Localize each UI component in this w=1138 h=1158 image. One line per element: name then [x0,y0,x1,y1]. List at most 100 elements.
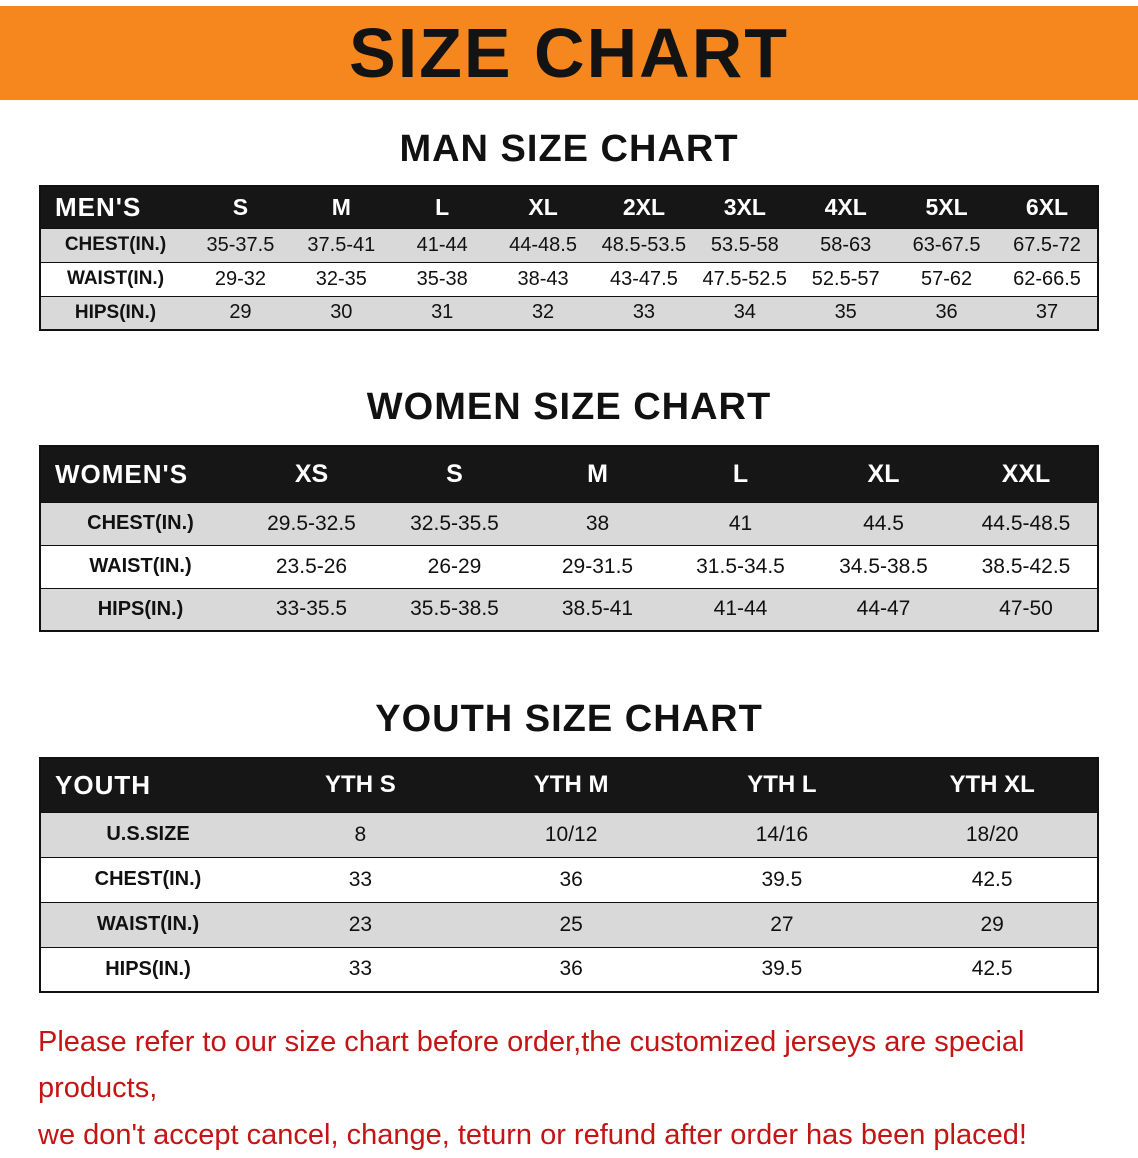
table-row: WAIST(IN.) 29-32 32-35 35-38 38-43 43-47.5 47.… [40,261,1098,297]
row-label: HIPS(IN.) [40,587,240,632]
table-cell: 44-48.5 [492,227,594,263]
table-cell: 23 [255,901,466,948]
table-cell: 35.5-38.5 [383,587,526,632]
column-header: YTH S [255,757,466,813]
youth-section-heading: YOUTH SIZE CHART [375,698,763,740]
table-cell: 27 [676,901,888,948]
column-header: YTH XL [887,757,1098,813]
table-cell: 33-35.5 [240,587,383,632]
table-cell: 44-47 [812,587,955,632]
table-cell: 39.5 [676,856,888,903]
table-cell: 31 [391,295,493,331]
column-header: S [383,445,526,503]
table-cell: 29-31.5 [526,544,669,589]
table-cell: 32-35 [290,261,392,297]
table-row: U.S.SIZE 8 10/12 14/16 18/20 [40,811,1098,858]
table-cell: 67.5-72 [997,227,1098,263]
table-cell: 58-63 [795,227,897,263]
table-cell: 23.5-26 [240,544,383,589]
column-header: L [391,185,493,229]
column-header: 5XL [896,185,997,229]
column-header: L [669,445,812,503]
column-header: M [526,445,669,503]
column-header: 6XL [997,185,1098,229]
table-cell: 29 [190,295,291,331]
banner-title: SIZE CHART [349,14,789,92]
table-row: CHEST(IN.) 33 36 39.5 42.5 [40,856,1098,903]
table-cell: 52.5-57 [795,261,897,297]
table-cell: 33 [255,946,466,993]
table-cell: 8 [255,811,466,858]
table-cell: 25 [465,901,677,948]
table-cell: 10/12 [465,811,677,858]
table-row: WAIST(IN.) 23 25 27 29 [40,901,1098,948]
column-header: XL [492,185,594,229]
table-cell: 42.5 [887,946,1098,993]
table-cell: 35 [795,295,897,331]
table-cell: 41-44 [391,227,493,263]
table-cell: 35-38 [391,261,493,297]
table-cell: 29.5-32.5 [240,501,383,546]
table-cell: 44.5 [812,501,955,546]
row-label: WAIST(IN.) [40,901,255,948]
table-cell: 42.5 [887,856,1098,903]
column-header: YTH L [676,757,888,813]
table-cell: 47-50 [955,587,1098,632]
table-cell: 14/16 [676,811,888,858]
table-cell: 38.5-41 [526,587,669,632]
youth-size-table: YOUTH YTH S YTH M YTH L YTH XL U.S.SIZE 8 10/12… [39,757,1099,993]
table-header-row: YOUTH YTH S YTH M YTH L YTH XL [40,757,1098,813]
table-title-cell: YOUTH [40,757,255,813]
women-size-section: WOMEN SIZE CHART WOMEN'S XS S M L XL XXL CHEST(… [0,386,1138,632]
table-cell: 35-37.5 [190,227,291,263]
table-cell: 33 [255,856,466,903]
table-cell: 31.5-34.5 [669,544,812,589]
table-cell: 44.5-48.5 [955,501,1098,546]
table-cell: 57-62 [896,261,997,297]
table-cell: 37 [997,295,1098,331]
table-cell: 33 [593,295,695,331]
table-cell: 48.5-53.5 [593,227,695,263]
table-cell: 26-29 [383,544,526,589]
table-cell: 34.5-38.5 [812,544,955,589]
table-row: CHEST(IN.) 29.5-32.5 32.5-35.5 38 41 44.5 44.5… [40,501,1098,546]
column-header: 2XL [593,185,695,229]
notice-line-2: we don't accept cancel, change, teturn o… [38,1118,1027,1151]
table-title-cell: MEN'S [40,185,190,229]
table-cell: 47.5-52.5 [694,261,796,297]
column-header: YTH M [465,757,677,813]
men-size-section: MAN SIZE CHART MEN'S S M L XL 2XL 3XL 4XL 5XL 6XL… [0,128,1138,331]
men-size-table: MEN'S S M L XL 2XL 3XL 4XL 5XL 6XL CHEST(IN.) 35-37… [39,185,1099,331]
table-cell: 53.5-58 [694,227,796,263]
table-header-row: MEN'S S M L XL 2XL 3XL 4XL 5XL 6XL [40,185,1098,229]
table-cell: 37.5-41 [290,227,392,263]
table-row: HIPS(IN.) 33 36 39.5 42.5 [40,946,1098,993]
women-section-heading: WOMEN SIZE CHART [366,386,772,428]
column-header: XL [812,445,955,503]
table-cell: 62-66.5 [997,261,1098,297]
table-title-cell: WOMEN'S [40,445,240,503]
table-cell: 36 [896,295,997,331]
banner: SIZE CHART [0,6,1138,100]
column-header: M [290,185,392,229]
table-cell: 29-32 [190,261,291,297]
row-label: HIPS(IN.) [40,295,190,331]
men-section-heading: MAN SIZE CHART [399,128,739,170]
table-cell: 36 [465,946,677,993]
row-label: CHEST(IN.) [40,856,255,903]
row-label: WAIST(IN.) [40,544,240,589]
column-header: 4XL [795,185,897,229]
table-cell: 36 [465,856,677,903]
table-row: HIPS(IN.) 33-35.5 35.5-38.5 38.5-41 41-44 44-… [40,587,1098,632]
table-cell: 38-43 [492,261,594,297]
table-cell: 41 [669,501,812,546]
table-cell: 39.5 [676,946,888,993]
women-size-table: WOMEN'S XS S M L XL XXL CHEST(IN.) 29.5-32.5 32.5… [39,445,1099,632]
footer-notice: Please refer to our size chart before or… [0,1019,1138,1158]
table-cell: 43-47.5 [593,261,695,297]
row-label: U.S.SIZE [40,811,255,858]
column-header: XS [240,445,383,503]
table-cell: 38.5-42.5 [955,544,1098,589]
table-row: WAIST(IN.) 23.5-26 26-29 29-31.5 31.5-34.5 34… [40,544,1098,589]
table-cell: 18/20 [887,811,1098,858]
